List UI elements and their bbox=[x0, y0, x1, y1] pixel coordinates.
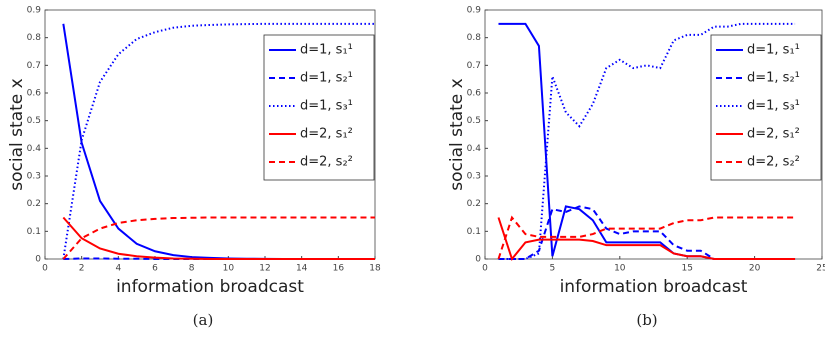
y-tick-label: 0.5 bbox=[467, 116, 481, 126]
y-tick-label: 0.7 bbox=[27, 61, 41, 71]
legend-label: d=1, s₁¹ bbox=[300, 43, 353, 58]
x-tick-label: 12 bbox=[259, 264, 270, 274]
y-tick-label: 0.2 bbox=[27, 199, 41, 209]
y-tick-label: 0.8 bbox=[27, 33, 42, 43]
y-tick-label: 0.1 bbox=[27, 227, 41, 237]
legend-label: d=1, s₂¹ bbox=[300, 71, 353, 86]
y-tick-label: 0.6 bbox=[27, 89, 42, 99]
x-tick-label: 0 bbox=[42, 264, 48, 274]
x-tick-label: 0 bbox=[482, 264, 488, 274]
x-tick-label: 2 bbox=[79, 264, 85, 274]
y-tick-label: 0.9 bbox=[27, 6, 42, 16]
legend-label: d=1, s₃¹ bbox=[747, 99, 800, 114]
x-tick-label: 8 bbox=[189, 264, 195, 274]
x-tick-label: 10 bbox=[614, 264, 626, 274]
y-tick-label: 0 bbox=[475, 255, 481, 265]
x-tick-label: 10 bbox=[223, 264, 235, 274]
legend-label: d=1, s₁¹ bbox=[747, 43, 800, 58]
y-tick-label: 0.8 bbox=[467, 33, 482, 43]
x-axis-label: information broadcast bbox=[560, 277, 748, 297]
caption: (b) bbox=[636, 311, 657, 329]
caption: (a) bbox=[193, 311, 214, 329]
x-tick-label: 6 bbox=[152, 264, 158, 274]
y-tick-label: 0.6 bbox=[467, 89, 482, 99]
legend-label: d=2, s₂² bbox=[747, 155, 800, 170]
x-axis-label: information broadcast bbox=[116, 277, 304, 297]
series-line bbox=[62, 216, 375, 260]
y-axis-label: social state x bbox=[7, 78, 27, 190]
legend-box bbox=[263, 34, 375, 181]
y-tick-label: 0.2 bbox=[467, 199, 481, 209]
y-tick-label: 0 bbox=[35, 255, 41, 265]
x-tick-label: 5 bbox=[550, 264, 556, 274]
y-tick-label: 0.3 bbox=[27, 172, 41, 182]
x-tick-label: 25 bbox=[816, 264, 825, 274]
y-axis-label: social state x bbox=[447, 78, 467, 190]
y-tick-label: 0.7 bbox=[467, 61, 481, 71]
y-tick-label: 0.3 bbox=[467, 172, 481, 182]
x-tick-label: 16 bbox=[333, 264, 345, 274]
x-tick-label: 15 bbox=[681, 264, 692, 274]
legend-label: d=1, s₃¹ bbox=[300, 99, 353, 114]
legend-label: d=1, s₂¹ bbox=[747, 71, 800, 86]
legend-label: d=2, s₁² bbox=[300, 127, 353, 142]
legend-box bbox=[710, 34, 822, 181]
y-tick-label: 0.4 bbox=[467, 144, 482, 154]
x-tick-label: 14 bbox=[296, 264, 308, 274]
y-tick-label: 0.9 bbox=[467, 6, 482, 16]
y-tick-label: 0.4 bbox=[27, 144, 42, 154]
series-line bbox=[497, 217, 796, 262]
series-line bbox=[62, 216, 375, 260]
x-tick-label: 20 bbox=[749, 264, 761, 274]
x-tick-label: 18 bbox=[369, 264, 381, 274]
x-tick-label: 4 bbox=[115, 264, 121, 274]
y-tick-label: 0.1 bbox=[467, 227, 481, 237]
series-line bbox=[62, 22, 375, 260]
y-tick-label: 0.5 bbox=[27, 116, 41, 126]
legend-label: d=2, s₁² bbox=[747, 127, 800, 142]
legend-label: d=2, s₂² bbox=[300, 155, 353, 170]
